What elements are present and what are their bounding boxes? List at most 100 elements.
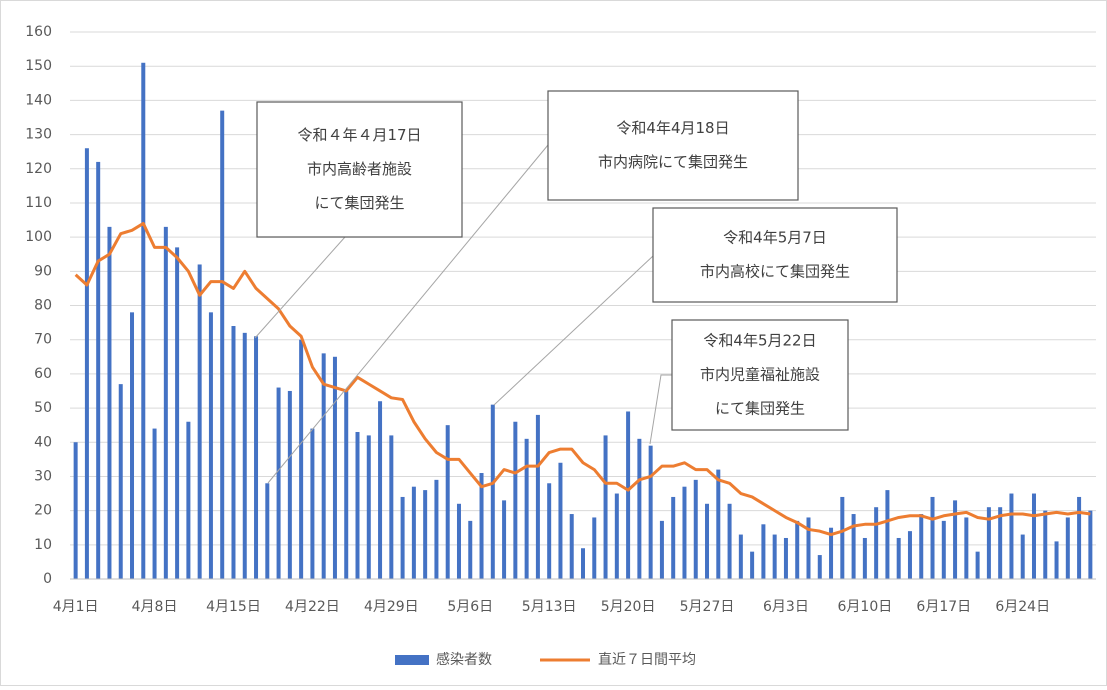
- bar: [242, 332, 247, 579]
- bar: [941, 520, 946, 579]
- bar: [795, 520, 800, 579]
- annotation-text: にて集団発生: [715, 400, 805, 418]
- bar: [468, 520, 473, 579]
- y-tick-label: 40: [34, 434, 52, 450]
- bar: [456, 503, 461, 579]
- annotation-text: 令和４年４月17日: [297, 126, 421, 144]
- legend-label: 感染者数: [436, 651, 492, 668]
- bar: [197, 264, 202, 579]
- y-tick-label: 90: [34, 263, 52, 279]
- bar: [321, 353, 326, 579]
- bar: [84, 148, 89, 580]
- bar: [907, 531, 912, 579]
- x-tick-label: 5月6日: [447, 599, 493, 615]
- bar: [671, 496, 676, 579]
- bar: [366, 435, 371, 579]
- bar: [175, 247, 180, 579]
- y-tick-label: 130: [25, 127, 52, 143]
- annotation-text: 市内高校にて集団発生: [700, 263, 850, 281]
- bar: [829, 527, 834, 579]
- bar: [152, 428, 157, 579]
- bar: [389, 435, 394, 579]
- y-tick-label: 50: [34, 400, 52, 416]
- bar: [896, 537, 901, 579]
- bar: [750, 551, 755, 579]
- x-tick-label: 4月15日: [206, 599, 261, 615]
- legend-label: 直近７日間平均: [598, 651, 696, 668]
- annotation-box: [652, 207, 898, 303]
- bar: [1009, 493, 1014, 579]
- bar: [986, 507, 991, 579]
- bar: [513, 421, 518, 579]
- bar: [603, 435, 608, 579]
- bar: [310, 428, 315, 579]
- y-tick-label: 80: [34, 298, 52, 314]
- x-tick-label: 6月17日: [916, 599, 971, 615]
- bar: [919, 514, 924, 579]
- leader-line: [493, 255, 654, 406]
- x-tick-label: 5月20日: [601, 599, 656, 615]
- y-tick-label: 20: [34, 503, 52, 519]
- bar: [423, 490, 428, 579]
- y-tick-label: 140: [25, 92, 52, 108]
- bar: [355, 431, 360, 579]
- bar: [930, 496, 935, 579]
- x-tick-label: 4月8日: [132, 599, 178, 615]
- y-tick-label: 10: [34, 537, 52, 553]
- bar: [332, 356, 337, 579]
- bar: [411, 486, 416, 579]
- x-tick-label: 4月22日: [285, 599, 340, 615]
- bar: [547, 483, 552, 579]
- bar: [96, 161, 101, 579]
- bar: [479, 473, 484, 579]
- x-tick-label: 6月24日: [995, 599, 1050, 615]
- bar: [1031, 493, 1036, 579]
- bar: [648, 445, 653, 579]
- bar: [998, 507, 1003, 579]
- bar: [806, 517, 811, 579]
- bar: [682, 486, 687, 579]
- bar: [885, 490, 890, 579]
- bar: [637, 438, 642, 579]
- bar: [1054, 541, 1059, 579]
- bar: [445, 425, 450, 579]
- bar: [186, 421, 191, 579]
- bar: [400, 496, 405, 579]
- bar: [851, 514, 856, 579]
- annotation-text: 市内病院にて集団発生: [598, 153, 748, 171]
- bar: [299, 339, 304, 579]
- bar: [953, 500, 958, 579]
- bar: [738, 534, 743, 579]
- bar: [614, 493, 619, 579]
- bar: [490, 404, 495, 579]
- y-tick-label: 70: [34, 332, 52, 348]
- bar: [874, 507, 879, 579]
- bar: [73, 442, 78, 579]
- bar: [107, 226, 112, 579]
- bar: [118, 384, 123, 579]
- bar: [502, 500, 507, 579]
- bar: [378, 401, 383, 579]
- x-tick-label: 6月3日: [763, 599, 809, 615]
- bar: [141, 62, 146, 580]
- annotation-text: 市内高齢者施設: [307, 160, 412, 178]
- leader-line: [649, 374, 672, 445]
- bar: [163, 226, 168, 579]
- bar: [840, 496, 845, 579]
- x-tick-label: 5月13日: [522, 599, 577, 615]
- bar: [434, 479, 439, 579]
- bar: [287, 390, 292, 579]
- bar: [727, 503, 732, 579]
- bar: [1043, 510, 1048, 579]
- bar: [705, 503, 710, 579]
- bar: [1065, 517, 1070, 579]
- line: [74, 221, 1091, 537]
- bar: [524, 438, 529, 579]
- y-tick-label: 60: [34, 366, 52, 382]
- y-tick-label: 110: [25, 195, 52, 211]
- annotation-box: [547, 90, 799, 201]
- bar: [1077, 496, 1082, 579]
- bar: [581, 548, 585, 579]
- y-tick-label: 100: [25, 229, 52, 245]
